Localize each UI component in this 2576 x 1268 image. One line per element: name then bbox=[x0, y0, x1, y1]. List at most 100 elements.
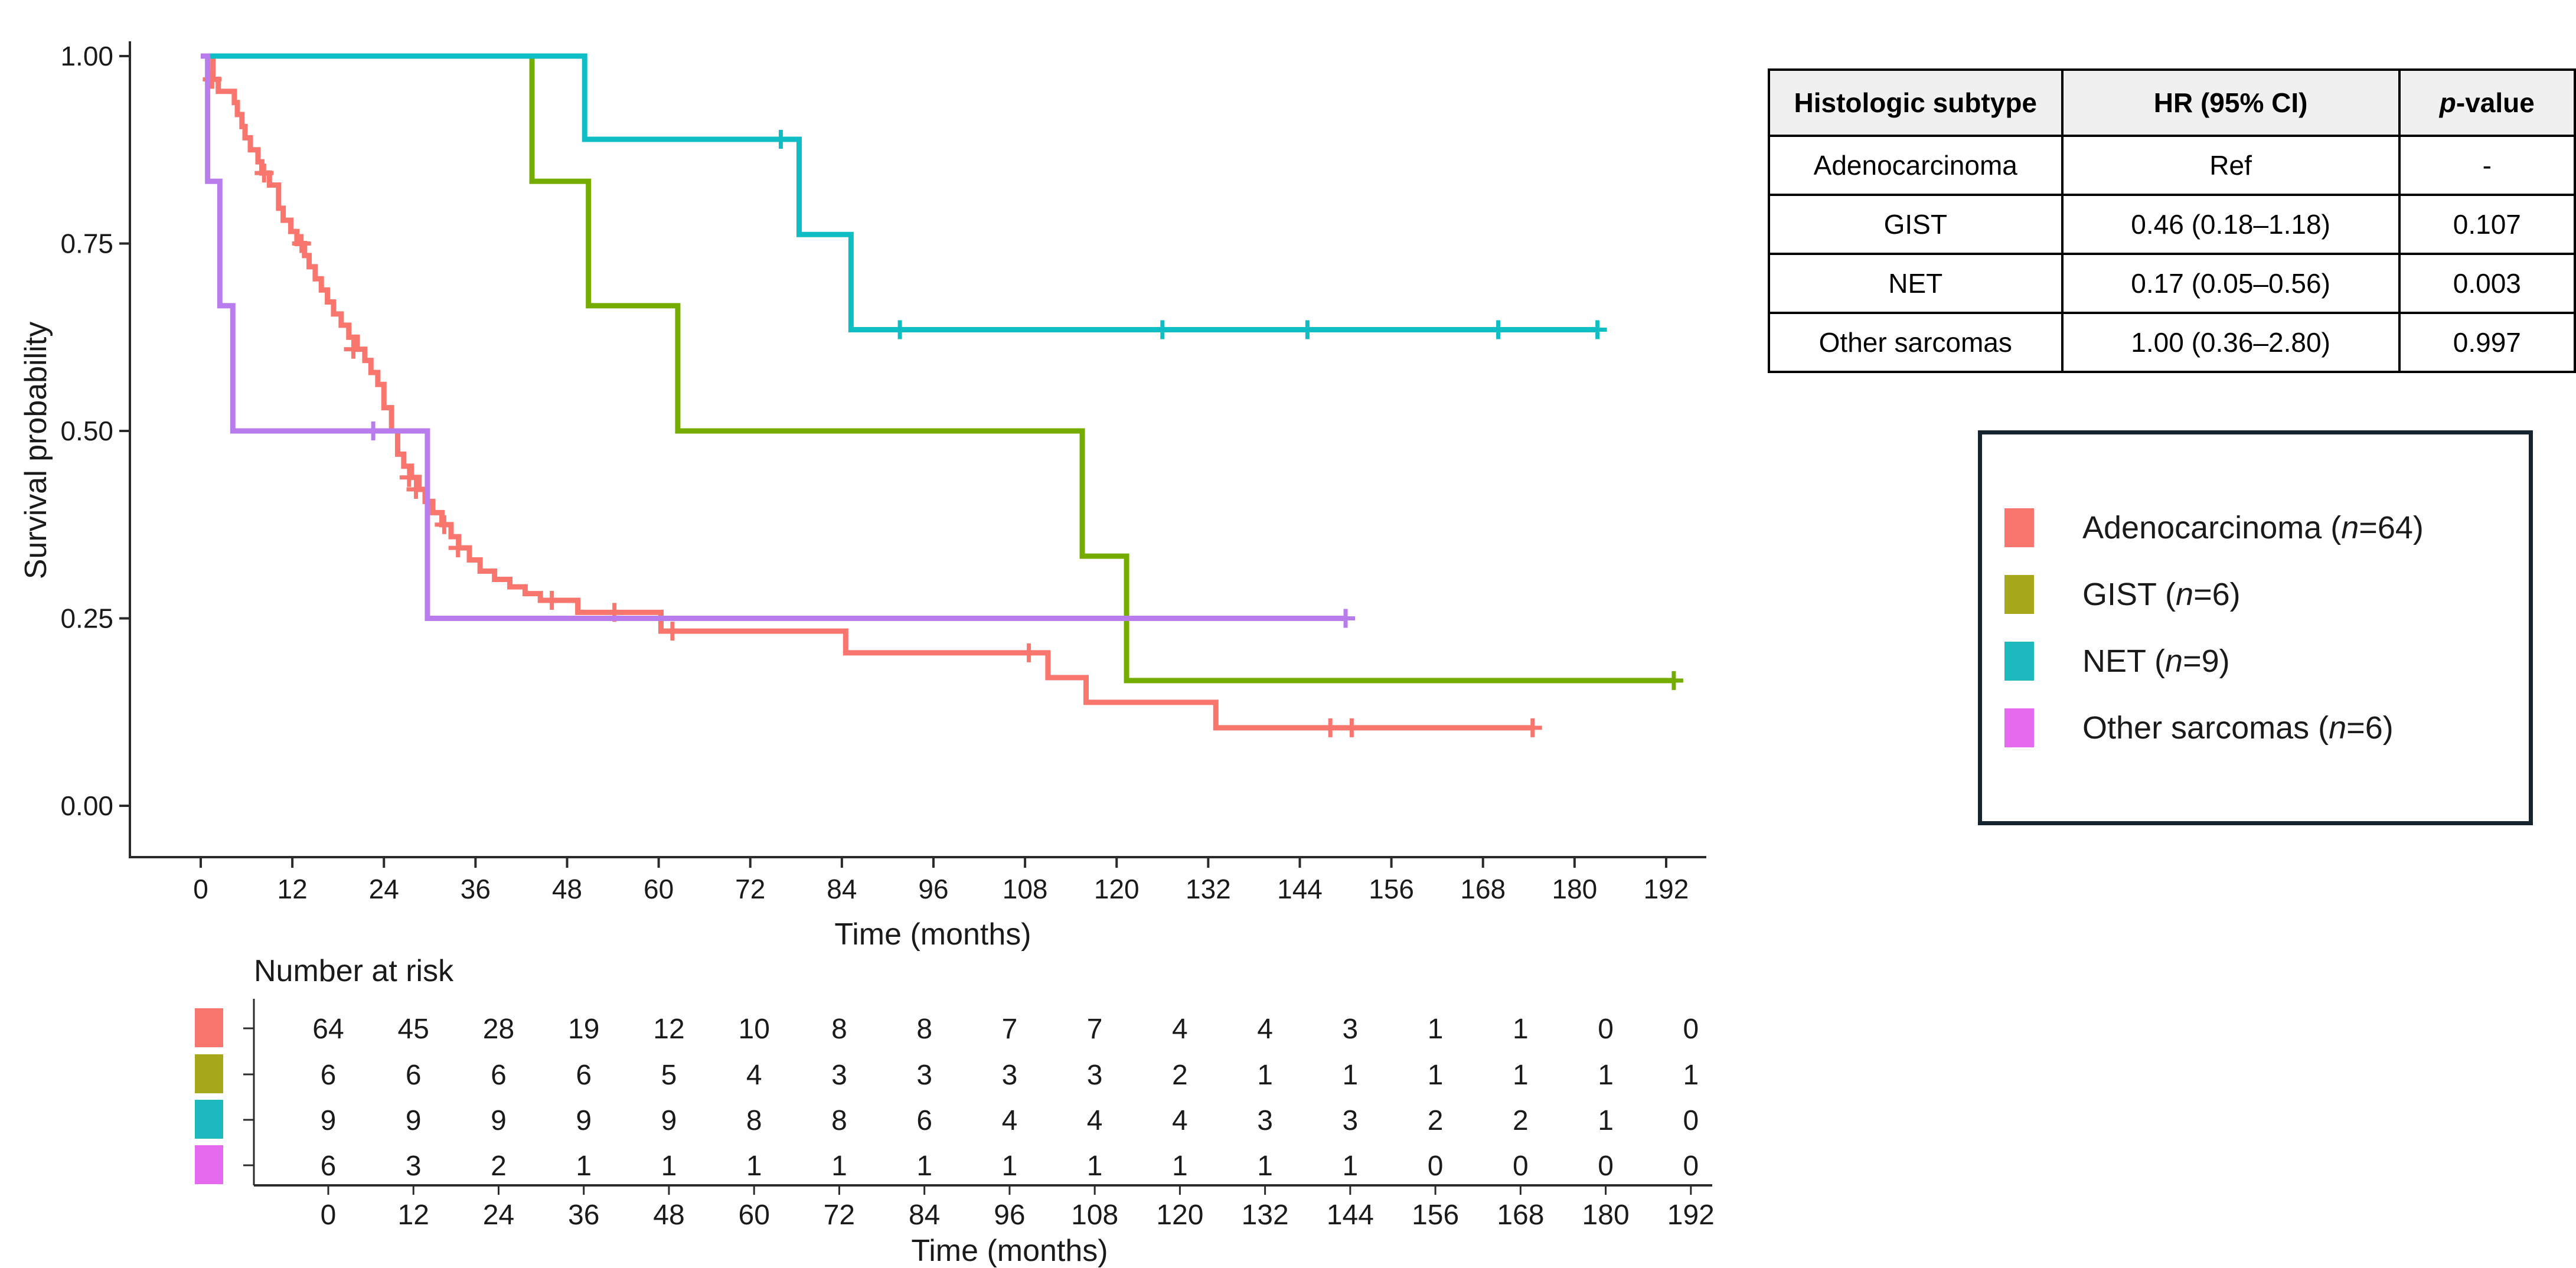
risk-count: 1 bbox=[1002, 1151, 1018, 1182]
risk-count: 1 bbox=[831, 1151, 847, 1182]
x-tick-label: 168 bbox=[1460, 874, 1506, 904]
risk-x-tick-label: 180 bbox=[1582, 1200, 1630, 1231]
risk-count: 2 bbox=[1428, 1105, 1444, 1136]
legend-label: GIST (n=6) bbox=[2082, 577, 2241, 612]
hr-pvalue-cell: 0.107 bbox=[2398, 194, 2576, 255]
hr-pvalue-cell: - bbox=[2398, 135, 2576, 196]
y-tick-label: 0.75 bbox=[60, 228, 113, 259]
hr-ci-cell: Ref bbox=[2061, 135, 2401, 196]
risk-count: 1 bbox=[1428, 1014, 1444, 1045]
legend: Adenocarcinoma (n=64) GIST (n=6) NET (n=9)… bbox=[1978, 430, 2533, 825]
risk-x-tick-label: 0 bbox=[321, 1200, 337, 1231]
risk-count: 1 bbox=[746, 1151, 762, 1182]
risk-x-tick-label: 24 bbox=[483, 1200, 514, 1231]
legend-item-gist: GIST (n=6) bbox=[2004, 561, 2529, 628]
legend-label: Adenocarcinoma (n=64) bbox=[2082, 510, 2424, 545]
y-tick-label: 0.25 bbox=[60, 603, 113, 634]
hr-table-header-cell: p-value bbox=[2398, 68, 2576, 137]
risk-count: 3 bbox=[406, 1151, 422, 1182]
x-tick-label: 84 bbox=[827, 874, 857, 904]
legend-swatch-adenocarcinoma bbox=[2004, 508, 2034, 547]
x-tick-label: 36 bbox=[461, 874, 491, 904]
hr-pvalue-cell: 0.997 bbox=[2398, 312, 2576, 373]
risk-x-tick-label: 72 bbox=[824, 1200, 855, 1231]
risk-swatch-other-sarcomas bbox=[195, 1145, 223, 1184]
legend-label: NET (n=9) bbox=[2082, 643, 2230, 679]
censor-marks-adenocarcinoma bbox=[203, 70, 1542, 737]
risk-count: 28 bbox=[483, 1014, 514, 1045]
risk-count: 1 bbox=[1598, 1060, 1614, 1091]
risk-count: 5 bbox=[661, 1060, 677, 1091]
hr-table-row: NET 0.17 (0.05–0.56) 0.003 bbox=[1768, 253, 2576, 314]
x-tick-label: 60 bbox=[644, 874, 674, 904]
risk-count: 2 bbox=[1172, 1060, 1188, 1091]
risk-count: 3 bbox=[1087, 1060, 1103, 1091]
legend-item-adenocarcinoma: Adenocarcinoma (n=64) bbox=[2004, 495, 2529, 561]
x-axis-title: Time (months) bbox=[834, 917, 1031, 952]
risk-count: 1 bbox=[916, 1151, 932, 1182]
hr-ci-cell: 1.00 (0.36–2.80) bbox=[2061, 312, 2401, 373]
risk-count: 1 bbox=[1683, 1060, 1699, 1091]
risk-count: 1 bbox=[1087, 1151, 1103, 1182]
hr-table-header-cell: Histologic subtype bbox=[1768, 68, 2064, 137]
risk-table-title: Number at risk bbox=[254, 954, 454, 988]
legend-item-other-sarcomas: Other sarcomas (n=6) bbox=[2004, 695, 2529, 762]
risk-count: 6 bbox=[406, 1060, 422, 1091]
risk-count: 3 bbox=[831, 1060, 847, 1091]
risk-count: 4 bbox=[1087, 1105, 1103, 1136]
risk-count: 6 bbox=[491, 1060, 507, 1091]
risk-count: 3 bbox=[916, 1060, 932, 1091]
legend-swatch-net bbox=[2004, 642, 2034, 681]
hr-subtype-cell: Adenocarcinoma bbox=[1768, 135, 2064, 196]
hr-ci-cell: 0.46 (0.18–1.18) bbox=[2061, 194, 2401, 255]
x-tick-label: 24 bbox=[369, 874, 399, 904]
risk-count: 0 bbox=[1598, 1014, 1614, 1045]
risk-count: 8 bbox=[831, 1014, 847, 1045]
risk-count: 1 bbox=[1172, 1151, 1188, 1182]
hr-table-row: Other sarcomas 1.00 (0.36–2.80) 0.997 bbox=[1768, 312, 2576, 373]
hr-table-row: Adenocarcinoma Ref - bbox=[1768, 135, 2576, 196]
censor-marks-net bbox=[771, 129, 1607, 339]
risk-count: 6 bbox=[916, 1105, 932, 1136]
risk-count: 1 bbox=[1343, 1151, 1359, 1182]
risk-count: 1 bbox=[1513, 1014, 1529, 1045]
risk-row-gist: 6 6 6 6 5 4 3 3 3 3 2 1 1 1 1 1 1 bbox=[195, 1054, 1699, 1093]
x-tick-label: 144 bbox=[1277, 874, 1323, 904]
risk-count: 6 bbox=[321, 1151, 337, 1182]
km-curve-adenocarcinoma bbox=[201, 53, 1542, 737]
hr-pvalue-cell: 0.003 bbox=[2398, 253, 2576, 314]
risk-count: 6 bbox=[576, 1060, 592, 1091]
risk-x-tick-label: 108 bbox=[1071, 1200, 1118, 1231]
risk-count: 3 bbox=[1343, 1014, 1359, 1045]
y-tick-label: 0.00 bbox=[60, 790, 113, 821]
risk-count: 7 bbox=[1002, 1014, 1018, 1045]
risk-count: 12 bbox=[653, 1014, 684, 1045]
risk-count: 1 bbox=[1598, 1105, 1614, 1136]
x-tick-label: 156 bbox=[1369, 874, 1414, 904]
risk-count: 64 bbox=[312, 1014, 344, 1045]
x-tick-label: 0 bbox=[193, 874, 208, 904]
x-tick-label: 120 bbox=[1094, 874, 1140, 904]
hr-subtype-cell: NET bbox=[1768, 253, 2064, 314]
risk-count: 2 bbox=[491, 1151, 507, 1182]
risk-count: 1 bbox=[576, 1151, 592, 1182]
risk-count: 6 bbox=[321, 1060, 337, 1091]
risk-count: 8 bbox=[831, 1105, 847, 1136]
hr-table-header-cell: HR (95% CI) bbox=[2061, 68, 2401, 137]
risk-count: 0 bbox=[1513, 1151, 1529, 1182]
risk-x-tick-label: 132 bbox=[1242, 1200, 1289, 1231]
x-tick-label: 180 bbox=[1552, 874, 1597, 904]
risk-x-tick-label: 60 bbox=[739, 1200, 770, 1231]
risk-count: 2 bbox=[1513, 1105, 1529, 1136]
x-tick-label: 132 bbox=[1186, 874, 1231, 904]
risk-count: 4 bbox=[1172, 1014, 1188, 1045]
risk-count: 19 bbox=[568, 1014, 599, 1045]
risk-count: 1 bbox=[1513, 1060, 1529, 1091]
risk-count: 0 bbox=[1683, 1105, 1699, 1136]
risk-count: 10 bbox=[739, 1014, 770, 1045]
risk-count: 9 bbox=[491, 1105, 507, 1136]
risk-count: 0 bbox=[1683, 1014, 1699, 1045]
risk-count: 1 bbox=[1257, 1060, 1273, 1091]
risk-count: 45 bbox=[398, 1014, 429, 1045]
